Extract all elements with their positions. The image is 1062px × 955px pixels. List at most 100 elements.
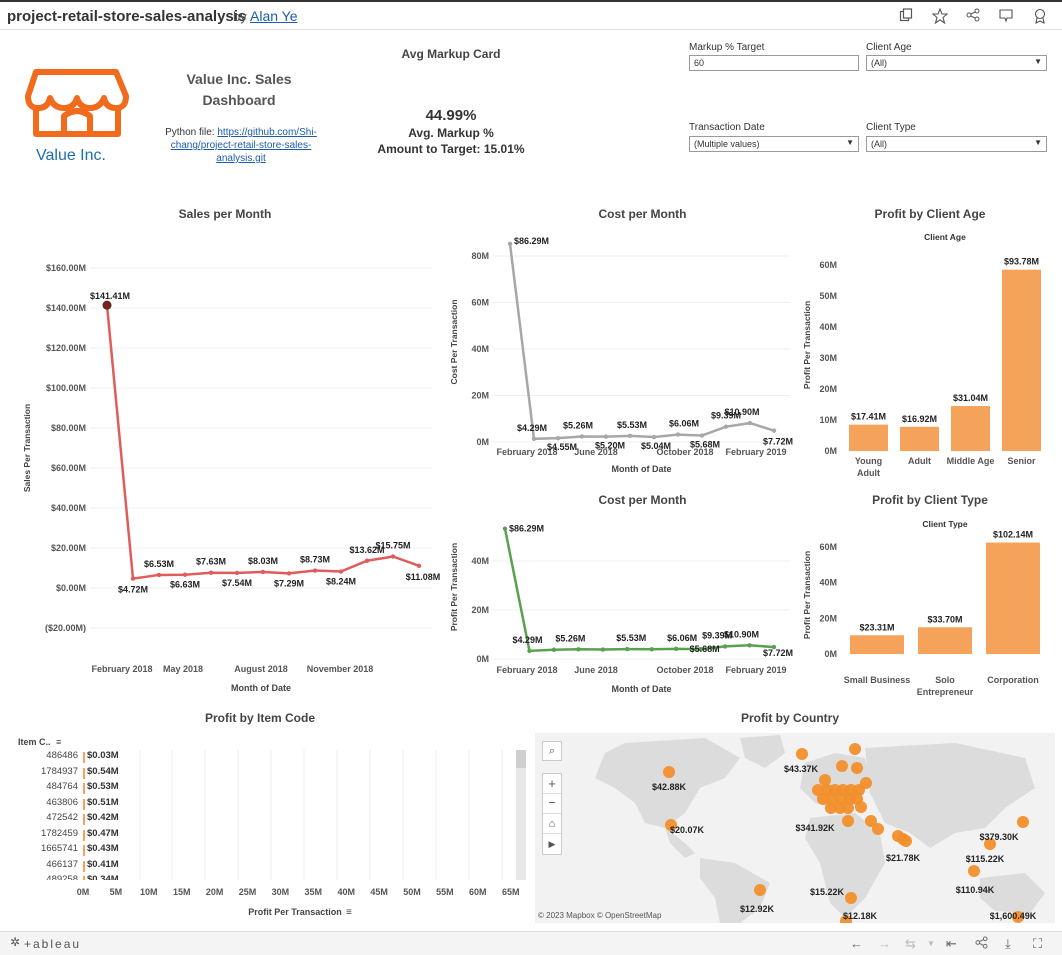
author-link[interactable]: Alan Ye	[250, 8, 298, 24]
item-code: 1665741	[41, 843, 78, 854]
item-code-list[interactable]: 486486 $0.03M 1784937 $0.54M 484764 $0.53M 463…	[18, 750, 528, 880]
copy-icon[interactable]	[898, 8, 914, 24]
data-point	[603, 434, 609, 439]
data-point	[182, 572, 188, 577]
data-label: $4.72M	[118, 585, 148, 595]
bar	[951, 406, 990, 451]
revert-dropdown-icon[interactable]: ▼	[927, 939, 935, 948]
bar	[83, 752, 85, 763]
redo-icon[interactable]: →	[878, 936, 891, 951]
data-point	[527, 648, 532, 654]
x-axis-label: Month of Date	[231, 683, 291, 693]
y-axis-label: Profit Per Transaction	[802, 551, 812, 639]
avg-markup-label: Avg. Markup %	[408, 126, 494, 140]
download-icon[interactable]: ⤓	[1005, 936, 1011, 951]
category-label: Young	[855, 456, 882, 466]
scrollbar-thumb[interactable]	[516, 750, 526, 768]
map-marker	[872, 823, 884, 835]
y-tick-label: 40M	[471, 556, 489, 566]
world-map	[595, 735, 1045, 923]
data-label: $7.29M	[274, 578, 304, 588]
series-line	[105, 305, 420, 580]
data-point	[576, 647, 581, 652]
revert-icon[interactable]: ⇆	[905, 936, 916, 951]
y-axis-label: Cost Per Transaction	[449, 299, 459, 384]
map-label: $42.88K	[652, 782, 687, 792]
data-point	[625, 646, 630, 652]
y-axis-label: Profit Per Transaction	[802, 301, 812, 389]
data-label: $4.29M	[517, 423, 547, 433]
y-tick-label: $0.00M	[56, 583, 86, 593]
amount-to-target: Amount to Target: 15.01%	[377, 142, 525, 156]
x-tick-label: February 2019	[725, 665, 786, 675]
data-label: $8.24M	[326, 577, 356, 587]
play-icon[interactable]: ▶	[548, 839, 556, 849]
zoom-out-icon[interactable]: −	[543, 794, 561, 814]
python-file-link-3[interactable]: analysis.git	[216, 153, 266, 164]
home-icon[interactable]: ⌂	[543, 814, 561, 834]
chevron-down-icon: ▼	[1034, 57, 1042, 66]
bottom-bar: ✲ +ableau ← → ⇆ ▼ ⇤ ⤓ ⛶	[0, 931, 1062, 955]
sort-icon[interactable]: ≡	[56, 737, 62, 747]
bar	[83, 814, 85, 825]
item-code-header-label: Item C..	[18, 737, 51, 747]
tableau-brand[interactable]: +ableau	[24, 937, 82, 951]
map-search-icon[interactable]: ⌕	[542, 741, 562, 761]
data-label: $7.72M	[763, 437, 793, 447]
data-point	[699, 433, 705, 438]
markup-target-input[interactable]: 60	[689, 55, 859, 71]
value-inc-logo: Value Inc.	[22, 68, 132, 168]
data-label: $5.53M	[617, 420, 647, 430]
bar	[900, 426, 939, 451]
y-tick-label: 0M	[824, 649, 837, 659]
transaction-date-dropdown[interactable]: (Multiple values) ▼	[689, 136, 859, 152]
item-value: $0.47M	[87, 827, 119, 839]
client-type-label: Client Type	[866, 122, 916, 133]
comment-icon[interactable]	[998, 8, 1014, 24]
python-file-link-2[interactable]: chang/project-retail-store-sales-	[170, 140, 312, 151]
item-code-header[interactable]: Item C.. ≡	[18, 737, 61, 747]
badge-icon[interactable]	[1032, 8, 1048, 24]
map-marker	[826, 793, 838, 805]
fullscreen-icon[interactable]: ⛶	[1033, 936, 1043, 951]
map-marker	[860, 777, 872, 789]
data-label: $10.90M	[724, 629, 759, 639]
zoom-in-icon[interactable]: +	[543, 774, 561, 794]
markup-target-label: Markup % Target	[689, 42, 765, 53]
data-point	[551, 647, 557, 652]
tableau-logo-icon[interactable]: ✲	[10, 935, 21, 949]
data-label: $4.29M	[512, 635, 542, 645]
bar	[83, 876, 85, 880]
bar	[1002, 269, 1041, 451]
category-label: Adult	[908, 456, 931, 466]
avg-markup-value: 44.99%	[425, 107, 477, 124]
dashboard-title-line1: Value Inc. Sales	[186, 71, 292, 87]
x-tick-label: 35M	[305, 887, 323, 897]
map-markers: $43.37K $42.88K $20.07K $341.92K $379.30K $21…	[652, 743, 1037, 923]
map-zoom-controls: + − ⌂ ▶	[542, 773, 562, 855]
map-label: $1,600.49K	[990, 911, 1037, 921]
data-point	[416, 563, 422, 569]
y-tick-label: 30M	[819, 353, 837, 363]
dashboard-title: Value Inc. Sales Dashboard	[168, 69, 310, 111]
chart-subtitle: Client Type	[922, 519, 967, 529]
x-tick-label: 45M	[370, 887, 388, 897]
undo-icon[interactable]: ←	[850, 936, 863, 951]
share-icon[interactable]	[965, 8, 981, 24]
profit-by-country-map[interactable]: ⌕ + − ⌂ ▶ $43.37K $42.88K $20.07K $341.92K $…	[535, 733, 1055, 923]
data-point	[208, 570, 214, 575]
item-scrollbar[interactable]	[516, 750, 526, 880]
map-marker	[842, 815, 854, 827]
top-bar: project-retail-store-sales-analysis by A…	[0, 0, 1062, 30]
bar	[986, 542, 1040, 654]
share-icon[interactable]	[975, 936, 988, 952]
python-file-link[interactable]: https://github.com/Shi-	[217, 127, 317, 138]
client-age-dropdown[interactable]: (All) ▼	[866, 55, 1047, 71]
client-type-dropdown[interactable]: (All) ▼	[866, 136, 1047, 152]
refresh-icon[interactable]: ⇤	[946, 936, 957, 951]
y-tick-label: 10M	[819, 415, 837, 425]
star-icon[interactable]	[931, 7, 949, 25]
map-marker	[984, 838, 996, 850]
item-code-x-axis: 0M 5M 10M 15M 20M 25M 30M 35M 40M 45M 50M 55M 60M 65M…	[77, 887, 520, 918]
x-axis-label: Month of Date	[612, 684, 672, 694]
